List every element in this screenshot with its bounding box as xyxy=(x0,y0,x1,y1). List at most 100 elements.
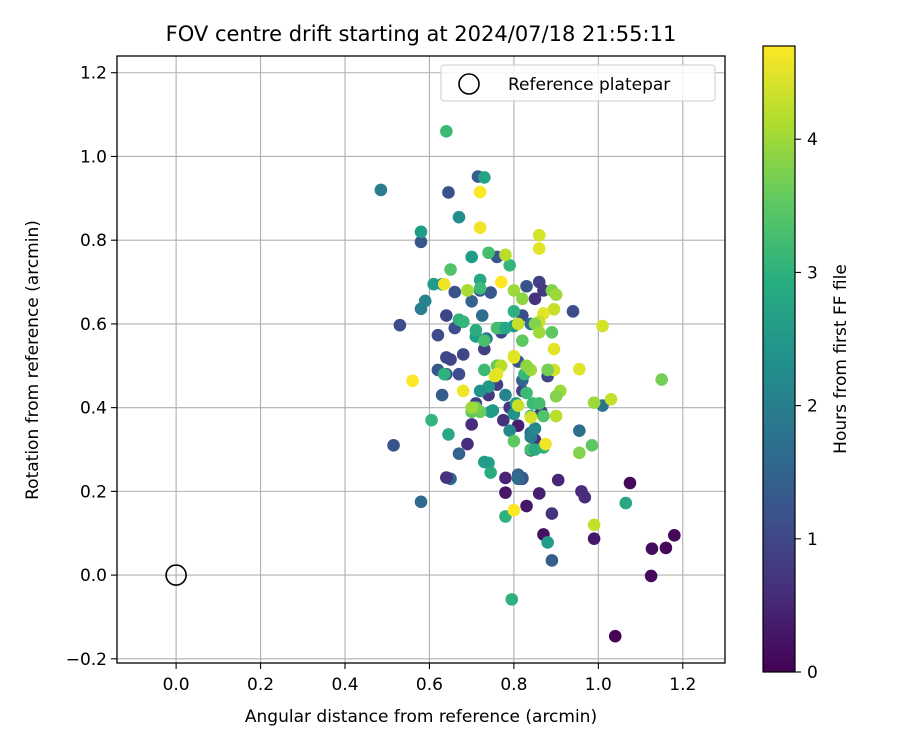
x-tick-label: 1.0 xyxy=(585,675,612,695)
data-point xyxy=(520,386,533,400)
data-point xyxy=(545,554,559,567)
data-point xyxy=(488,369,502,383)
colorbar-tick-label: 3 xyxy=(807,263,818,283)
data-point xyxy=(484,405,497,419)
data-point xyxy=(452,447,466,460)
data-point xyxy=(524,410,538,424)
data-point xyxy=(387,439,400,452)
data-point xyxy=(425,413,438,427)
y-tick-label: 0.8 xyxy=(80,231,107,251)
data-point xyxy=(499,321,512,335)
data-point xyxy=(549,390,563,403)
data-point xyxy=(539,437,552,451)
data-point xyxy=(507,305,521,318)
legend-box xyxy=(440,64,716,102)
colorbar-tick-label: 1 xyxy=(807,530,818,550)
data-point xyxy=(545,325,559,339)
data-point xyxy=(511,399,525,412)
reference-platepar-marker xyxy=(165,564,187,586)
data-point xyxy=(547,342,561,356)
data-point xyxy=(473,384,487,398)
data-point xyxy=(431,328,445,342)
data-point xyxy=(478,171,491,184)
data-point xyxy=(465,295,478,308)
data-point xyxy=(549,288,563,301)
data-point xyxy=(414,235,428,249)
y-tick-label: −0.2 xyxy=(66,650,107,670)
data-point xyxy=(499,486,512,499)
y-tick-label: 0.2 xyxy=(80,482,107,502)
data-point xyxy=(478,334,491,347)
data-point xyxy=(645,542,659,556)
data-point xyxy=(541,536,554,549)
legend-marker-icon xyxy=(458,73,480,95)
x-axis-label: Angular distance from reference (arcmin) xyxy=(245,707,597,727)
colorbar-label: Hours from first FF file xyxy=(831,264,851,454)
data-point xyxy=(499,388,512,402)
data-points xyxy=(374,125,681,643)
data-point xyxy=(442,428,455,441)
x-tick-label: 0.4 xyxy=(331,675,358,695)
data-point xyxy=(573,424,586,437)
data-point xyxy=(566,305,580,318)
y-axis-label: Rotation from reference (arcmin) xyxy=(23,220,43,500)
y-tick-label: 0.4 xyxy=(80,399,107,419)
data-point xyxy=(585,439,599,452)
y-tick-label: 0.6 xyxy=(80,315,107,335)
data-point xyxy=(604,392,618,406)
data-point xyxy=(414,495,428,509)
data-point xyxy=(374,183,388,197)
data-point xyxy=(507,434,521,448)
data-point xyxy=(456,348,470,361)
data-point xyxy=(619,496,633,510)
colorbar-ticks: 0 1 2 3 4 xyxy=(795,130,818,683)
data-point xyxy=(545,507,559,520)
data-point xyxy=(437,277,451,291)
data-point xyxy=(440,471,453,484)
colorbar-tick-label: 4 xyxy=(807,130,818,150)
data-point xyxy=(497,413,510,427)
data-point xyxy=(520,359,533,373)
data-point xyxy=(461,437,474,451)
y-tick-label: 0.0 xyxy=(80,566,107,586)
data-point xyxy=(507,349,521,363)
data-point xyxy=(437,367,451,381)
data-point xyxy=(507,503,521,517)
data-point xyxy=(414,225,428,239)
data-point xyxy=(469,323,483,337)
data-point xyxy=(532,397,546,410)
data-point xyxy=(473,185,487,199)
data-point xyxy=(532,487,546,500)
data-point xyxy=(655,373,668,386)
data-point xyxy=(623,476,637,490)
colorbar: 0 1 2 3 4 Hours from first FF file xyxy=(762,45,851,683)
data-point xyxy=(520,499,533,513)
colorbar-tick-label: 2 xyxy=(807,397,818,417)
data-point xyxy=(537,409,550,423)
data-point xyxy=(668,529,681,542)
data-point xyxy=(578,490,592,504)
data-point xyxy=(551,473,565,487)
data-point xyxy=(478,363,491,377)
legend: Reference platepar xyxy=(440,64,716,102)
data-point xyxy=(532,242,546,255)
chart-title: FOV centre drift starting at 2024/07/18 … xyxy=(166,22,677,46)
data-point xyxy=(507,284,521,297)
data-point xyxy=(482,246,495,260)
data-point xyxy=(494,275,508,289)
data-point xyxy=(440,125,453,138)
data-point xyxy=(499,471,512,485)
data-point xyxy=(516,334,529,347)
data-point xyxy=(444,263,457,276)
plot-frame xyxy=(116,55,726,664)
data-point xyxy=(473,282,487,295)
grid-lines xyxy=(117,56,725,663)
data-point xyxy=(452,210,466,224)
data-point xyxy=(520,279,533,293)
data-point xyxy=(644,569,658,583)
legend-label: Reference platepar xyxy=(508,75,670,95)
x-tick-label: 0.6 xyxy=(416,675,443,695)
data-point xyxy=(549,409,563,423)
data-point xyxy=(406,374,419,388)
